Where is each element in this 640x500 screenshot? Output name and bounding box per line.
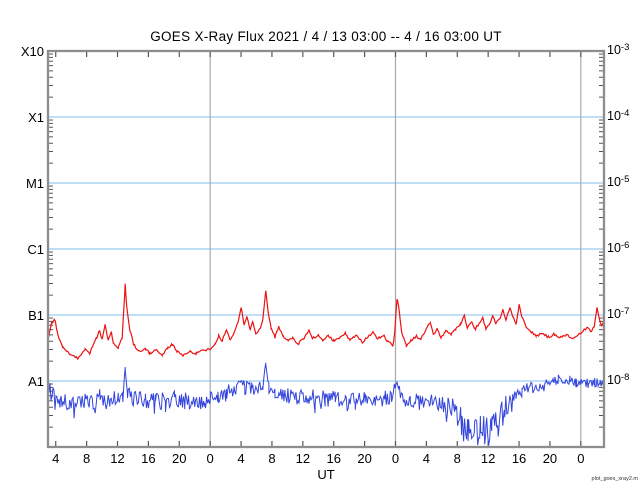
x-tick-label: 16 (326, 451, 341, 466)
y-axis-label-exponent: -4 (620, 108, 630, 119)
y-axis-label-exponent: -5 (620, 174, 630, 185)
x-tick-label: 8 (268, 451, 276, 466)
x-tick-label: 8 (453, 451, 461, 466)
x-tick-label: 4 (422, 451, 430, 466)
x-axis-title: UT (317, 467, 335, 482)
x-tick-label: 20 (172, 451, 187, 466)
x-tick-label: 4 (237, 451, 245, 466)
y-axis-label-left: A1 (28, 373, 44, 389)
xray-short-series-line (48, 362, 604, 446)
y-axis-label-left: X1 (28, 109, 44, 125)
y-axis-label-right: 10-3 (607, 43, 629, 57)
xray-long-series-line (48, 283, 604, 361)
y-axis-label-left: B1 (28, 307, 44, 323)
y-axis-label-right: 10-8 (607, 373, 629, 387)
y-axis-label-left: X10 (20, 43, 44, 59)
chart-title: GOES X-Ray Flux 2021 / 4 / 13 03:00 -- 4… (150, 29, 502, 44)
x-tick-label: 0 (206, 451, 214, 466)
y-axis-label-base: 10 (607, 241, 621, 255)
y-axis-label-right: 10-4 (607, 109, 629, 123)
y-axis-label-left: C1 (27, 241, 44, 257)
x-tick-label: 4 (52, 451, 60, 466)
x-tick-label: 16 (511, 451, 527, 466)
y-axis-label-base: 10 (607, 373, 621, 387)
x-tick-label: 16 (141, 451, 156, 466)
y-axis-label-exponent: -7 (620, 306, 630, 317)
y-axis-label-base: 10 (607, 307, 621, 321)
script-watermark: plot_goes_xray2.m (591, 476, 638, 482)
x-tick-label: 0 (391, 451, 400, 466)
y-axis-label-base: 10 (607, 109, 621, 123)
y-axis-label-exponent: -6 (620, 240, 630, 251)
plot-frame (46, 49, 606, 449)
y-axis-label-left: M1 (25, 175, 44, 191)
x-tick-label: 20 (542, 451, 558, 466)
y-axis-label-right: 10-7 (607, 307, 629, 321)
y-axis-label-base: 10 (607, 175, 621, 189)
x-tick-label: 12 (480, 451, 496, 466)
y-axis-label-exponent: -3 (620, 42, 630, 53)
x-tick-label: 20 (357, 451, 372, 466)
x-tick-label: 0 (577, 451, 585, 466)
x-tick-label: 8 (82, 451, 91, 466)
y-axis-label-right: 10-6 (607, 241, 629, 255)
x-tick-label: 12 (110, 451, 125, 466)
y-axis-label-right: 10-5 (607, 175, 629, 189)
x-tick-label: 12 (295, 451, 311, 466)
y-axis-label-exponent: -8 (620, 372, 630, 383)
y-axis-label-base: 10 (607, 43, 621, 57)
